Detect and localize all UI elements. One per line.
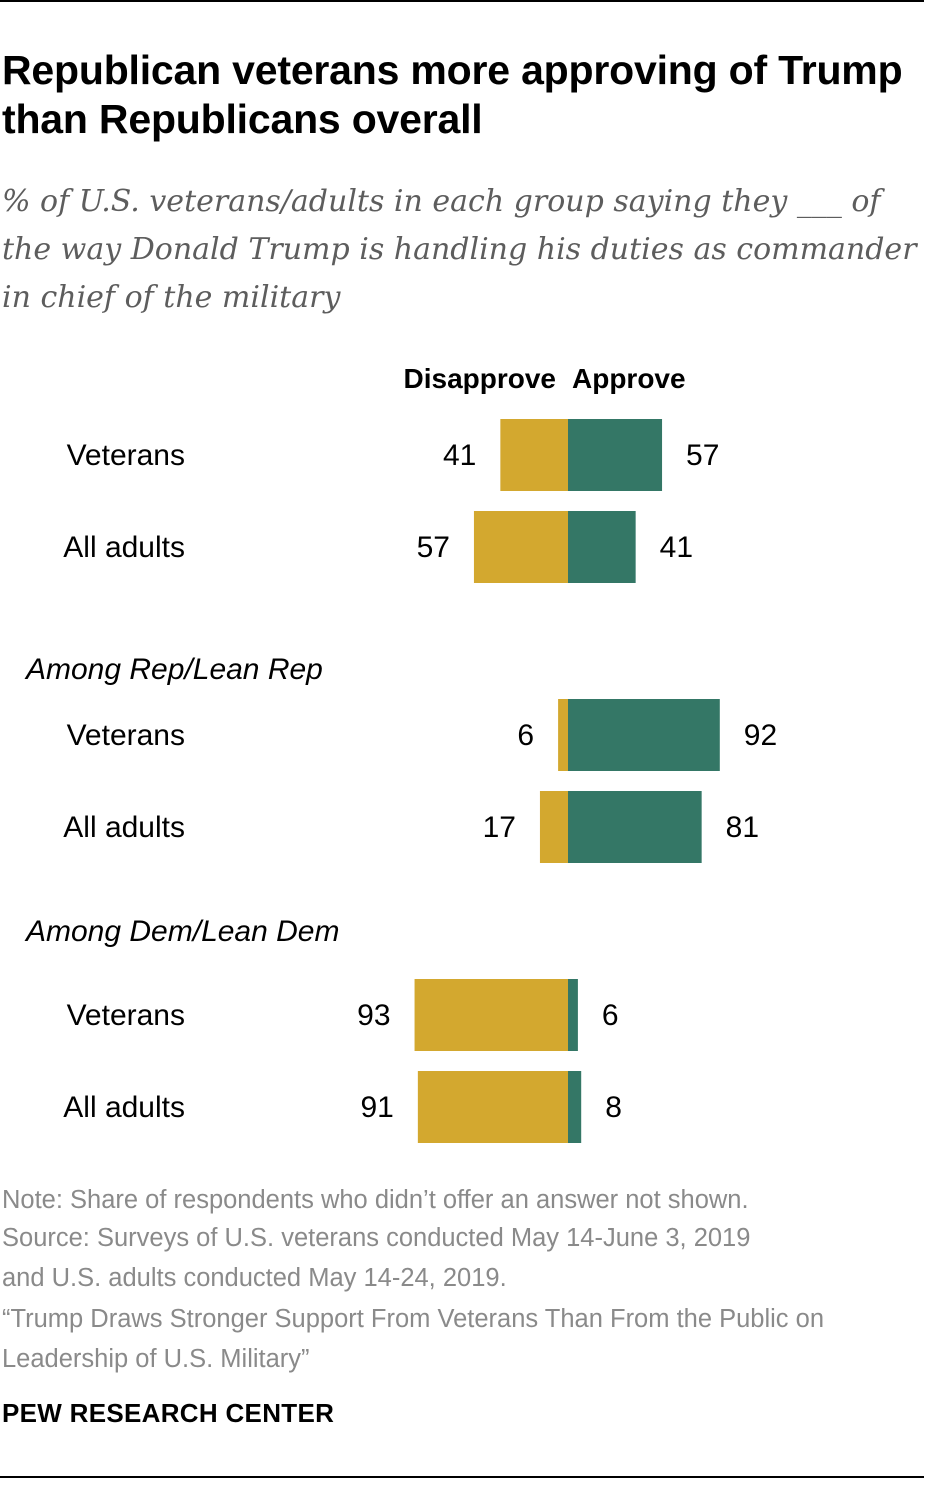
bar-disapprove (414, 979, 568, 1051)
bar-approve (568, 791, 702, 863)
row-label: All adults (63, 811, 185, 844)
bar-approve (568, 699, 720, 771)
value-label-disapprove: 41 (443, 439, 476, 472)
row-label: Veterans (67, 439, 185, 472)
chart-subtitle: % of U.S. veterans/adults in each group … (2, 184, 917, 315)
row-label: Veterans (67, 719, 185, 752)
chart-citation: “Trump Draws Stronger Support From Veter… (2, 1305, 825, 1373)
value-label-approve: 92 (744, 719, 777, 752)
group-label: Among Dem/Lean Dem (24, 915, 339, 948)
bar-approve (568, 979, 578, 1051)
bar-approve (568, 419, 663, 491)
value-label-disapprove: 93 (357, 999, 390, 1032)
value-label-approve: 57 (686, 439, 719, 472)
value-label-approve: 81 (726, 811, 759, 844)
row-label: Veterans (67, 999, 185, 1032)
bar-disapprove (417, 1071, 568, 1143)
value-label-approve: 6 (602, 999, 619, 1032)
chart-source-line-1: Source: Surveys of U.S. veterans conduct… (2, 1224, 751, 1252)
row-label: All adults (63, 1091, 185, 1124)
bar-approve (568, 1071, 582, 1143)
header-approve: Approve (572, 363, 686, 394)
value-label-disapprove: 6 (517, 719, 534, 752)
header-disapprove: Disapprove (404, 363, 557, 394)
bar-disapprove (539, 791, 568, 863)
diverging-bar-chart: Disapprove Approve Veterans 41 57 All adults 5… (24, 363, 777, 1143)
bar-disapprove (473, 511, 568, 583)
value-label-disapprove: 57 (417, 531, 450, 564)
bar-disapprove (558, 699, 568, 771)
bar-disapprove (500, 419, 568, 491)
value-label-approve: 41 (660, 531, 693, 564)
value-label-disapprove: 17 (483, 811, 516, 844)
brand-name: PEW RESEARCH CENTER (2, 1398, 335, 1428)
bottom-rule (0, 1476, 924, 1478)
chart-source-line-2: and U.S. adults conducted May 14-24, 201… (2, 1264, 507, 1292)
chart-note: Note: Share of respondents who didn’t of… (2, 1186, 749, 1214)
row-label: All adults (63, 531, 185, 564)
value-label-approve: 8 (605, 1091, 622, 1124)
chart-title: Republican veterans more approving of Tr… (2, 47, 903, 142)
top-rule (0, 0, 924, 2)
group-label: Among Rep/Lean Rep (24, 653, 323, 686)
bar-approve (568, 511, 636, 583)
value-label-disapprove: 91 (360, 1091, 393, 1124)
